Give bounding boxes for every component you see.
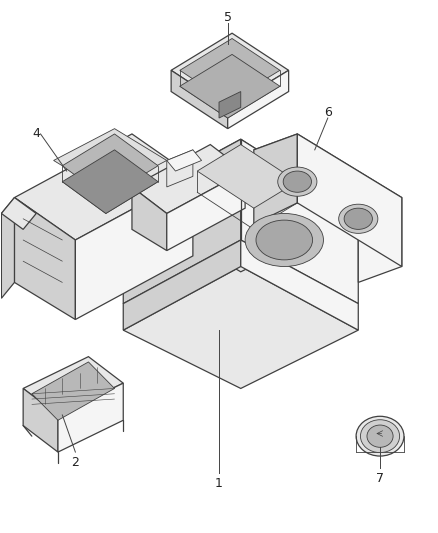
- Ellipse shape: [245, 214, 323, 266]
- Polygon shape: [62, 134, 158, 198]
- Polygon shape: [132, 144, 245, 214]
- Polygon shape: [171, 33, 289, 108]
- Polygon shape: [14, 134, 193, 240]
- Ellipse shape: [360, 419, 399, 453]
- Polygon shape: [180, 38, 280, 102]
- Text: 5: 5: [224, 11, 232, 24]
- Polygon shape: [1, 198, 14, 298]
- Polygon shape: [197, 144, 297, 208]
- Ellipse shape: [344, 208, 372, 229]
- Text: 2: 2: [71, 456, 79, 469]
- Polygon shape: [254, 134, 297, 224]
- Ellipse shape: [339, 204, 378, 233]
- Polygon shape: [358, 198, 402, 282]
- Polygon shape: [180, 54, 280, 118]
- Polygon shape: [123, 139, 241, 304]
- Ellipse shape: [283, 171, 311, 192]
- Polygon shape: [32, 362, 115, 420]
- Polygon shape: [132, 187, 167, 251]
- Polygon shape: [62, 150, 158, 214]
- Polygon shape: [23, 389, 58, 452]
- Ellipse shape: [256, 220, 313, 260]
- Polygon shape: [123, 240, 241, 330]
- Polygon shape: [123, 266, 358, 389]
- Ellipse shape: [278, 167, 317, 196]
- Polygon shape: [123, 139, 358, 272]
- Polygon shape: [75, 176, 193, 319]
- Polygon shape: [1, 198, 36, 229]
- Text: 4: 4: [32, 127, 40, 140]
- Polygon shape: [297, 134, 402, 266]
- Ellipse shape: [367, 425, 393, 447]
- Polygon shape: [254, 134, 402, 214]
- Text: 6: 6: [324, 106, 332, 119]
- Text: 7: 7: [376, 472, 384, 485]
- Polygon shape: [241, 240, 358, 330]
- Polygon shape: [14, 198, 75, 319]
- Polygon shape: [228, 70, 289, 128]
- Polygon shape: [241, 139, 358, 304]
- Polygon shape: [167, 171, 245, 251]
- Polygon shape: [219, 92, 241, 118]
- Text: 1: 1: [215, 478, 223, 490]
- Polygon shape: [167, 150, 193, 187]
- Polygon shape: [167, 150, 201, 171]
- Polygon shape: [58, 383, 123, 452]
- Polygon shape: [171, 70, 228, 128]
- Ellipse shape: [356, 416, 404, 456]
- Polygon shape: [53, 128, 167, 192]
- Polygon shape: [23, 357, 123, 415]
